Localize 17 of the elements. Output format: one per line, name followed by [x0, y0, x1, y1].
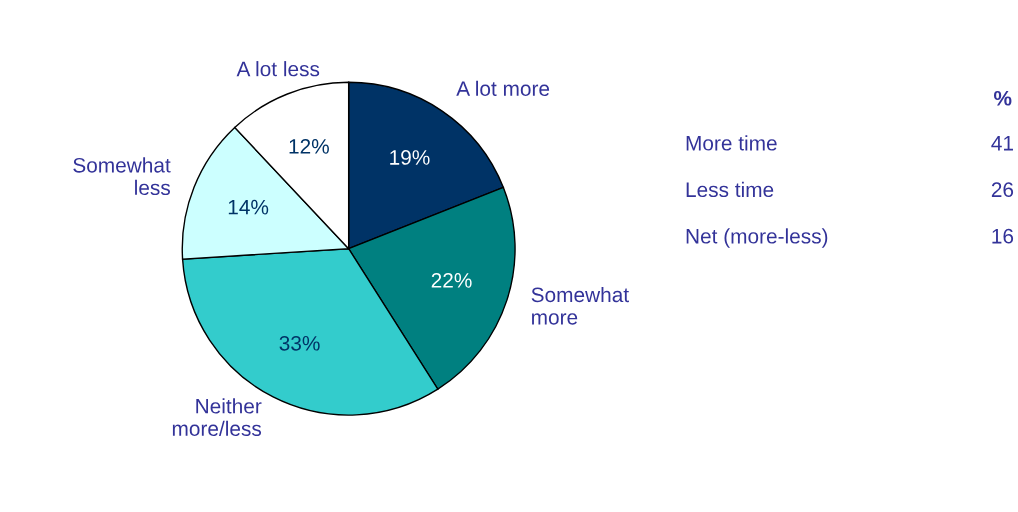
text: Less time	[686, 181, 774, 198]
text: 41	[991, 136, 1013, 151]
data-label: 33%	[279, 335, 320, 351]
data-label: 19%	[390, 150, 430, 165]
slice-label: Neither more/less	[172, 398, 262, 437]
text: 26	[991, 182, 1014, 198]
data-label: 14%	[228, 199, 269, 215]
text: More time	[686, 135, 777, 151]
text: Net (more-less)	[686, 228, 828, 248]
slice-label: Somewhat less	[73, 157, 171, 196]
slice-label: Somewhat more	[531, 286, 629, 325]
text: 16	[992, 228, 1014, 244]
slice-label: A lot less	[236, 61, 320, 77]
slice-label: A lot more	[456, 80, 550, 97]
data-label: 12%	[289, 138, 329, 154]
text: %	[993, 90, 1012, 106]
data-label: 22%	[431, 272, 472, 288]
